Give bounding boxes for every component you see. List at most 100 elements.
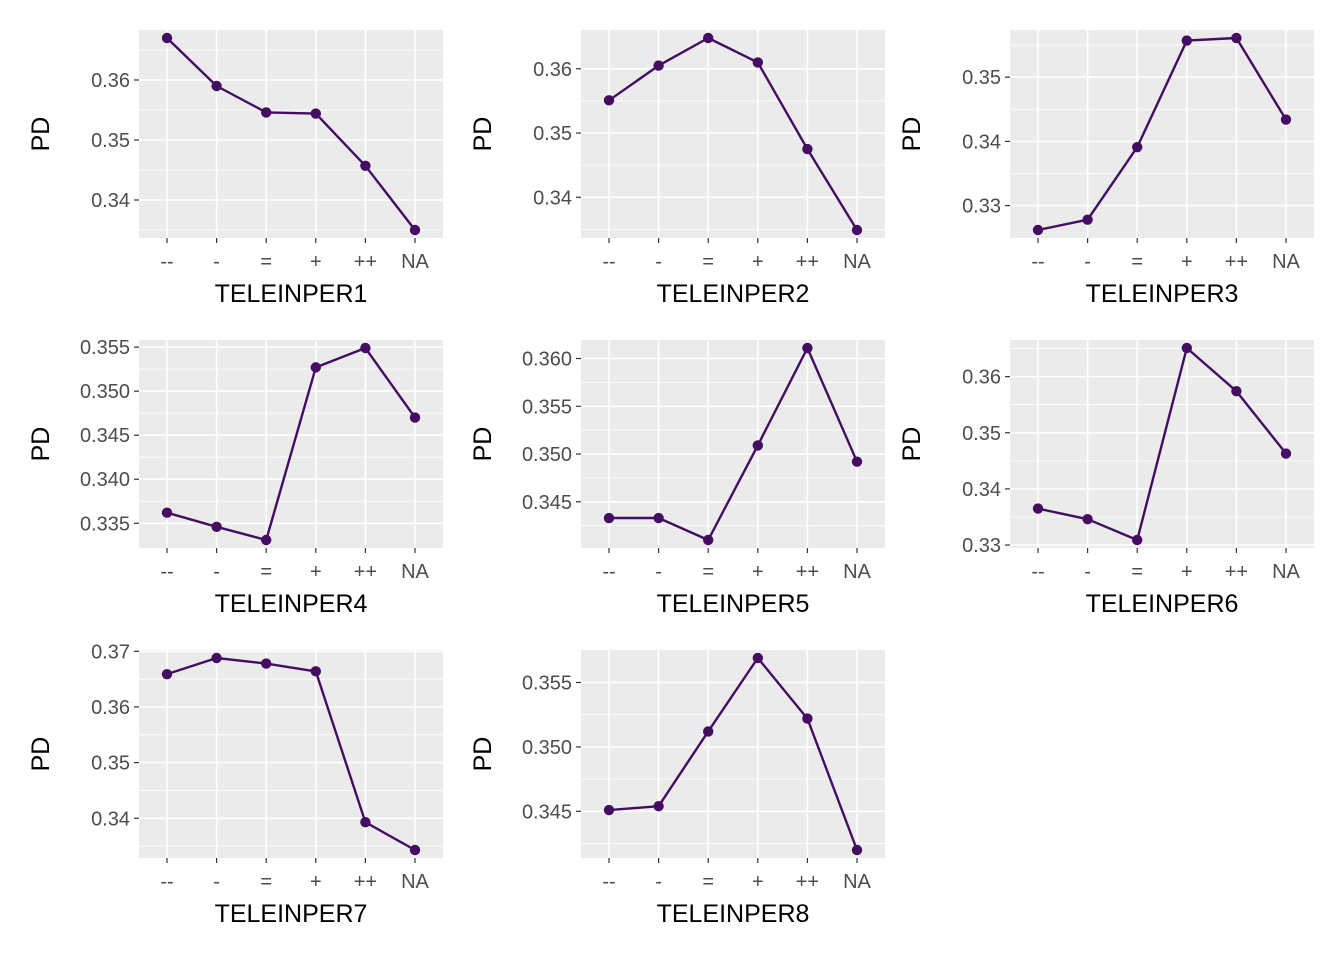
x-tick-label: + [1181, 251, 1193, 273]
x-axis-title: TELEINPER3 [1086, 280, 1239, 308]
x-tick-label: -- [160, 871, 173, 893]
series-line [166, 37, 416, 231]
y-tick-label: 0.36 [91, 70, 130, 92]
y-tick-label: 0.355 [522, 396, 572, 418]
panel-background [139, 340, 443, 548]
data-point [653, 60, 664, 71]
data-point [851, 456, 863, 467]
y-tick-label: 0.34 [533, 187, 572, 209]
x-tick-label: -- [602, 561, 615, 583]
x-tick-label: = [702, 871, 714, 893]
y-tick-label: 0.35 [962, 67, 1001, 89]
x-tick-label: -- [1031, 251, 1044, 273]
x-tick-label: - [1084, 561, 1091, 583]
y-tick-label: 0.35 [533, 123, 572, 145]
y-tick-label: 0.34 [91, 190, 130, 212]
data-point [1181, 342, 1193, 354]
data-point [310, 362, 321, 373]
x-tick-label: + [310, 251, 322, 273]
data-point [261, 534, 272, 546]
x-tick-label: NA [843, 871, 871, 893]
y-tick-label: 0.360 [522, 349, 572, 371]
panel-background [139, 650, 443, 858]
y-tick-label: 0.34 [962, 479, 1001, 501]
y-tick-label: 0.36 [962, 367, 1001, 389]
data-point [360, 816, 371, 828]
y-tick-label: 0.345 [80, 425, 130, 447]
x-axis-title: TELEINPER8 [657, 900, 810, 928]
data-point [1032, 503, 1044, 514]
panel-background [581, 340, 885, 548]
data-point [752, 440, 763, 451]
x-tick-label: ++ [354, 251, 377, 273]
y-tick-label: 0.355 [80, 337, 130, 359]
x-tick-label: ++ [796, 871, 819, 893]
x-axis-title: TELEINPER5 [657, 590, 810, 618]
x-tick-label: = [260, 561, 272, 583]
y-axis-title: PD [898, 427, 926, 462]
x-tick-label: = [1131, 561, 1143, 583]
data-point [211, 652, 222, 664]
data-point [1132, 141, 1143, 153]
y-tick-label: 0.34 [962, 131, 1001, 153]
x-axis-title: TELEINPER2 [657, 280, 810, 308]
x-tick-label: ++ [1225, 251, 1248, 273]
data-point [310, 108, 321, 119]
series-line [608, 656, 859, 851]
x-tick-label: = [260, 251, 272, 273]
data-point [703, 534, 714, 546]
x-tick-label: + [752, 561, 764, 583]
series-line [609, 346, 859, 542]
y-tick-label: 0.340 [80, 469, 130, 491]
x-tick-label: + [752, 871, 764, 893]
data-point [603, 804, 615, 816]
x-tick-label: + [310, 561, 322, 583]
y-tick-label: 0.37 [91, 641, 130, 663]
y-tick-label: 0.36 [91, 697, 130, 719]
y-tick-label: 0.33 [962, 196, 1001, 218]
panel-background [581, 30, 885, 238]
x-tick-label: + [752, 251, 764, 273]
x-tick-label: = [260, 871, 272, 893]
data-point [1082, 514, 1093, 525]
y-tick-label: 0.345 [522, 801, 572, 823]
x-tick-label: ++ [354, 561, 377, 583]
x-tick-label: -- [602, 251, 615, 273]
x-tick-label: - [655, 871, 662, 893]
x-tick-label: -- [160, 561, 173, 583]
data-point [1280, 114, 1292, 125]
data-point [603, 512, 615, 524]
data-point [1082, 214, 1093, 225]
data-point [1231, 386, 1242, 397]
data-point [409, 844, 421, 856]
x-tick-label: -- [1031, 561, 1044, 583]
data-point [1231, 32, 1242, 44]
y-tick-label: 0.35 [91, 753, 130, 775]
y-tick-label: 0.33 [962, 535, 1001, 557]
series-line [166, 656, 416, 852]
y-tick-label: 0.350 [80, 381, 130, 403]
x-tick-label: NA [843, 561, 871, 583]
y-tick-label: 0.345 [522, 492, 572, 514]
x-tick-label: NA [401, 561, 429, 583]
y-tick-label: 0.35 [962, 423, 1001, 445]
y-tick-label: 0.350 [522, 444, 572, 466]
x-tick-label: NA [401, 251, 429, 273]
data-point [653, 512, 664, 524]
x-tick-label: = [702, 561, 714, 583]
y-axis-title: PD [469, 117, 497, 152]
data-point [161, 32, 173, 44]
panel-background [1010, 30, 1314, 238]
data-point [1132, 534, 1143, 546]
x-tick-label: NA [1272, 251, 1300, 273]
x-tick-label: - [1084, 251, 1091, 273]
data-point [1280, 448, 1292, 459]
data-point [653, 800, 664, 812]
y-tick-label: 0.335 [80, 513, 130, 535]
y-axis-title: PD [469, 737, 497, 772]
